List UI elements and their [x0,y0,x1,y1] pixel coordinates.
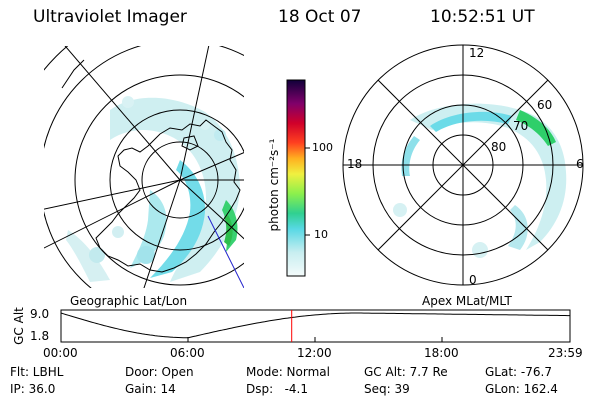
coastline-island [181,135,199,151]
altitude-curve [60,312,570,339]
status-dsp: Dsp: -4.1 [246,382,309,396]
mag-mlt-lines [343,45,583,285]
status-ip: IP: 36.0 [10,382,56,396]
satellite-track [207,215,244,288]
status-gcalt: GC Alt: 7.7 Re [364,365,448,379]
mlt-label-0: 0 [469,273,477,287]
altitude-ytick-max: 9.0 [30,307,50,321]
geographic-map [44,46,244,288]
altitude-xtick-0600: 06:00 [170,346,205,360]
altitude-xticks [187,337,443,342]
status-flt: Flt: LBHL [10,365,64,379]
mlat-label-80: 80 [491,140,507,154]
status-seq: Seq: 39 [364,382,410,396]
altitude-xtick-2359: 23:59 [548,346,583,360]
magnetic-map [393,103,567,258]
time-label: 10:52:51 UT [430,7,535,27]
aurora-image-mag [393,103,567,258]
status-glat: GLat: -76.7 [485,365,552,379]
colorbar [286,79,306,277]
aurora-image-geo [66,96,240,282]
mlat-label-60: 60 [537,98,553,112]
altitude-xtick-1200: 12:00 [297,346,332,360]
altitude-ytick-min: 1.8 [30,329,50,343]
status-gain: Gain: 14 [125,382,176,396]
colorbar-label-100: 100 [312,141,333,154]
date-label: 18 Oct 07 [278,7,362,27]
geo-panel-caption: Geographic Lat/Lon [70,294,188,308]
status-door: Door: Open [125,365,194,379]
instrument-title: Ultraviolet Imager [33,7,187,27]
mlt-label-18: 18 [347,157,363,171]
status-mode: Mode: Normal [246,365,330,379]
mlt-label-12: 12 [469,46,485,60]
colorbar-label-10: 10 [314,228,328,241]
altitude-xtick-0000: 00:00 [43,346,78,360]
altitude-xtick-1800: 18:00 [424,346,459,360]
mlat-label-70: 70 [513,119,529,133]
mlt-label-6: 6 [576,157,584,171]
coastline [95,119,241,273]
altitude-ylabel: GC Alt [12,307,26,345]
mag-panel-caption: Apex MLat/MLT [422,294,512,308]
status-glon: GLon: 162.4 [485,382,558,396]
colorbar-unit-label: photon cm⁻²s⁻¹ [267,138,281,232]
coastline-fragment [61,59,85,89]
